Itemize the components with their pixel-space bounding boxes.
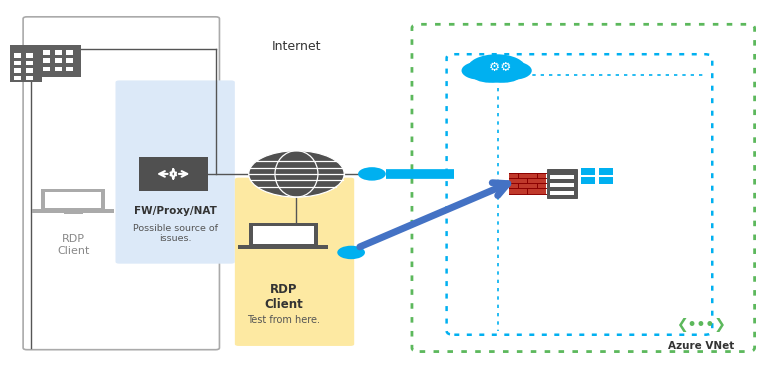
Bar	[14, 61, 21, 65]
Bar	[509, 173, 546, 194]
Bar	[64, 213, 82, 214]
Bar	[43, 50, 50, 55]
Text: ⚙​⚙: ⚙​⚙	[489, 61, 512, 74]
Bar	[599, 177, 613, 184]
Bar	[38, 45, 81, 77]
Bar	[581, 177, 594, 184]
FancyBboxPatch shape	[235, 178, 354, 346]
Bar	[26, 76, 33, 80]
Circle shape	[494, 61, 532, 80]
Bar	[239, 245, 328, 249]
Circle shape	[249, 151, 344, 197]
Bar	[55, 58, 62, 63]
Text: Possible source of
issues.: Possible source of issues.	[133, 224, 218, 243]
Circle shape	[358, 167, 386, 181]
Text: RDP: RDP	[270, 283, 297, 296]
Text: Test from here.: Test from here.	[247, 315, 320, 325]
Bar	[26, 68, 33, 73]
Bar	[14, 76, 21, 80]
Bar	[253, 226, 314, 243]
Bar	[42, 189, 105, 209]
Bar	[139, 157, 208, 191]
Text: ❮•••❯: ❮•••❯	[676, 318, 725, 332]
Bar	[26, 53, 33, 58]
Bar	[10, 45, 42, 82]
Bar	[249, 223, 318, 245]
FancyBboxPatch shape	[116, 80, 235, 264]
Bar	[26, 61, 33, 65]
Bar	[45, 192, 101, 208]
Bar	[551, 175, 574, 179]
Bar	[66, 50, 73, 55]
Bar	[66, 58, 73, 63]
Circle shape	[467, 54, 526, 83]
Bar	[551, 191, 574, 195]
Bar	[43, 67, 50, 71]
Bar	[14, 53, 21, 58]
Bar	[43, 58, 50, 63]
Text: FW/Proxy/NAT: FW/Proxy/NAT	[134, 206, 217, 216]
Bar	[551, 183, 574, 187]
Bar	[547, 169, 577, 198]
Text: RDP
Client: RDP Client	[57, 234, 89, 256]
Bar	[14, 68, 21, 73]
Bar	[581, 168, 594, 175]
Bar	[66, 67, 73, 71]
Bar	[599, 168, 613, 175]
Text: Client: Client	[264, 298, 303, 311]
Bar	[32, 209, 115, 213]
Circle shape	[487, 66, 521, 83]
Bar	[55, 50, 62, 55]
Text: Internet: Internet	[272, 40, 321, 53]
Text: Azure VNet: Azure VNet	[668, 341, 734, 351]
Circle shape	[472, 66, 507, 83]
Circle shape	[461, 61, 500, 80]
Bar	[55, 67, 62, 71]
Circle shape	[337, 246, 365, 259]
